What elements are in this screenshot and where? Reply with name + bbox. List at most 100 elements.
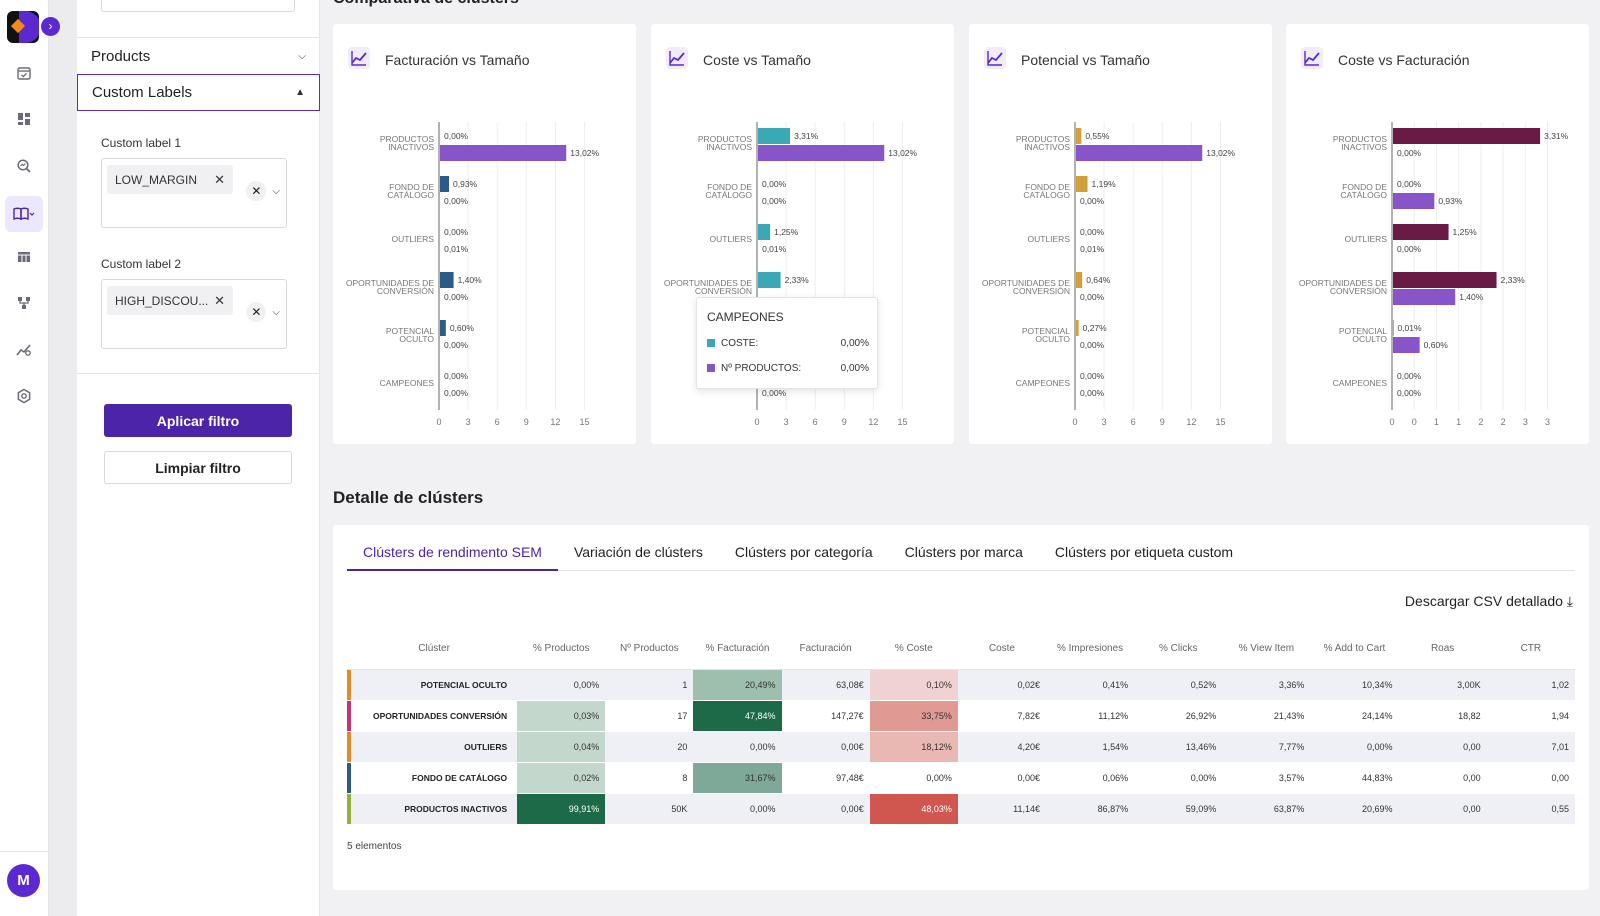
data-label: 1,25% <box>1453 227 1478 237</box>
category-label: OUTLIERS <box>709 234 752 244</box>
legend-label: ADD TO CART <box>1062 102 1129 104</box>
bar <box>1076 145 1203 161</box>
category-label: CATÁLOGO <box>1340 190 1387 200</box>
table-row[interactable]: POTENCIAL OCULTO 0,00% 1 20,49% 63,08€ 0,10% 0… <box>347 669 1575 701</box>
clear-filter-button[interactable]: Limpiar filtro <box>104 451 292 484</box>
line-chart-icon <box>1300 46 1324 73</box>
table-cell: 11,14€ <box>957 793 1046 825</box>
category-label: CONVERSIÓN <box>695 286 752 296</box>
category-label: CAMPEONES <box>1016 378 1071 388</box>
column-header[interactable]: % Add to Cart <box>1310 629 1399 670</box>
tab-variacion[interactable]: Variación de clústers <box>573 544 703 560</box>
table-cell: 20,69% <box>1310 793 1399 825</box>
accordion-custom-labels[interactable]: Custom Labels ▲ <box>77 74 320 111</box>
category-label: OUTLIERS <box>391 234 434 244</box>
table-cell: 0,00% <box>693 731 782 763</box>
table-icon[interactable] <box>13 246 35 268</box>
calendar-icon[interactable] <box>13 62 35 84</box>
custom-label-1-select[interactable]: LOW_MARGIN ✕ ✕ ⌵ <box>101 158 287 228</box>
column-header[interactable]: Facturación <box>781 629 870 670</box>
chevron-down-icon[interactable]: ⌵ <box>272 185 280 197</box>
table-row[interactable]: FONDO DE CATÁLOGO 0,02% 8 31,67% 97,48€ 0,00%… <box>347 762 1575 794</box>
trend-icon[interactable] <box>13 339 35 361</box>
column-header[interactable]: % Clicks <box>1134 629 1223 670</box>
data-label: 0,60% <box>450 323 475 333</box>
data-label: 13,02% <box>1206 148 1235 158</box>
table-cell: 0,00% <box>517 669 606 701</box>
table-cell: 1 <box>605 669 694 701</box>
apply-filter-button[interactable]: Aplicar filtro <box>104 404 292 437</box>
dashboard-icon[interactable] <box>13 108 35 130</box>
remove-chip-icon[interactable]: ✕ <box>214 292 225 308</box>
bar <box>440 320 446 336</box>
data-label: 0,01% <box>762 244 787 254</box>
avatar[interactable]: M <box>7 864 40 897</box>
table-cell: 3,36% <box>1222 669 1311 701</box>
tick-label: 0 <box>1389 417 1394 427</box>
hierarchy-icon[interactable] <box>13 292 35 314</box>
column-header[interactable]: CTR <box>1486 629 1575 670</box>
table-row[interactable]: OPORTUNIDADES CONVERSIÓN 0,03% 17 47,84% 147… <box>347 700 1575 732</box>
tab-etiqueta-custom[interactable]: Clústers por etiqueta custom <box>1054 544 1234 560</box>
tooltip-swatch <box>707 339 715 348</box>
settings-hex-icon[interactable] <box>13 385 35 407</box>
accordion-products[interactable]: Products ⌵ <box>77 37 320 74</box>
tab-marca[interactable]: Clústers por marca <box>904 544 1023 560</box>
brand-logo[interactable] <box>7 11 39 43</box>
table-cell: 0,10% <box>869 669 958 701</box>
expand-rail-button[interactable]: › <box>41 17 60 36</box>
table-cell: 97,48€ <box>781 762 870 794</box>
table-cell: 1,54% <box>1045 731 1135 763</box>
data-label: 0,00% <box>1080 227 1105 237</box>
column-header[interactable]: Clúster <box>351 629 518 670</box>
table-cell: 7,77% <box>1222 731 1311 763</box>
table-cell: 3,00K <box>1398 669 1487 701</box>
table-cell: 20,49% <box>693 669 782 701</box>
table-cell: 99,91% <box>517 793 606 825</box>
clear-selection-icon[interactable]: ✕ <box>246 181 267 201</box>
column-header[interactable]: % Productos <box>517 629 606 670</box>
bar <box>758 272 781 288</box>
filter-field-clipped[interactable] <box>101 0 295 12</box>
remove-chip-icon[interactable]: ✕ <box>214 171 225 187</box>
column-header[interactable]: Nº Productos <box>605 629 694 670</box>
row-color-marker <box>347 731 352 763</box>
search-analytics-icon[interactable] <box>13 155 35 177</box>
data-label: 0,01% <box>444 244 469 254</box>
chip-label: HIGH_DISCOU... <box>115 293 209 308</box>
column-header[interactable]: % Facturación <box>693 629 782 670</box>
column-header[interactable]: % Coste <box>869 629 958 670</box>
table-cell: 0,00€ <box>957 762 1046 794</box>
category-label: PRODUCTOS <box>380 134 434 144</box>
panel-gutter <box>49 0 77 916</box>
table-row[interactable]: PRODUCTOS INACTIVOS 99,91% 50K 0,00% 0,00€ 48… <box>347 793 1575 825</box>
column-header[interactable]: % View Item <box>1222 629 1311 670</box>
legend-label: COSTE <box>744 102 779 104</box>
legend-label: FACTURACION <box>426 102 498 104</box>
tab-rendimiento-sem[interactable]: Clústers de rendimento SEM <box>347 539 558 571</box>
legend-label: Nº PRODUCTOS <box>520 102 598 104</box>
chevron-down-icon[interactable]: ⌵ <box>272 306 280 318</box>
data-label: 0,00% <box>1397 148 1422 158</box>
category-label: OUTLIERS <box>1344 234 1387 244</box>
download-csv-link[interactable]: Descargar CSV detallado ⤓ <box>1405 593 1573 610</box>
category-label: OPORTUNIDADES DE <box>346 278 434 288</box>
tab-categoria[interactable]: Clústers por categoría <box>734 544 873 560</box>
custom-label-2-select[interactable]: HIGH_DISCOU... ✕ ✕ ⌵ <box>101 279 287 349</box>
catalog-book-icon[interactable] <box>5 196 43 232</box>
table-cell: 24,14% <box>1310 700 1399 732</box>
tick-label: 3 <box>784 417 789 427</box>
tooltip-row-label: COSTE: <box>721 338 759 349</box>
table-cell: 10,34% <box>1310 669 1399 701</box>
clear-selection-icon[interactable]: ✕ <box>246 302 267 322</box>
bar <box>440 176 450 192</box>
bar <box>440 272 454 288</box>
column-header[interactable]: Roas <box>1398 629 1487 670</box>
column-header[interactable]: % Impresiones <box>1045 629 1135 670</box>
category-label: CONVERSIÓN <box>377 286 434 296</box>
table-cell: 7,82€ <box>957 700 1046 732</box>
table-row[interactable]: OUTLIERS 0,04% 20 0,00% 0,00€ 18,12% 4,20€ 1,54… <box>347 731 1575 763</box>
data-label: 0,00% <box>1080 388 1105 398</box>
column-header[interactable]: Coste <box>957 629 1046 670</box>
accordion-custom-labels-label: Custom Labels <box>92 84 193 101</box>
